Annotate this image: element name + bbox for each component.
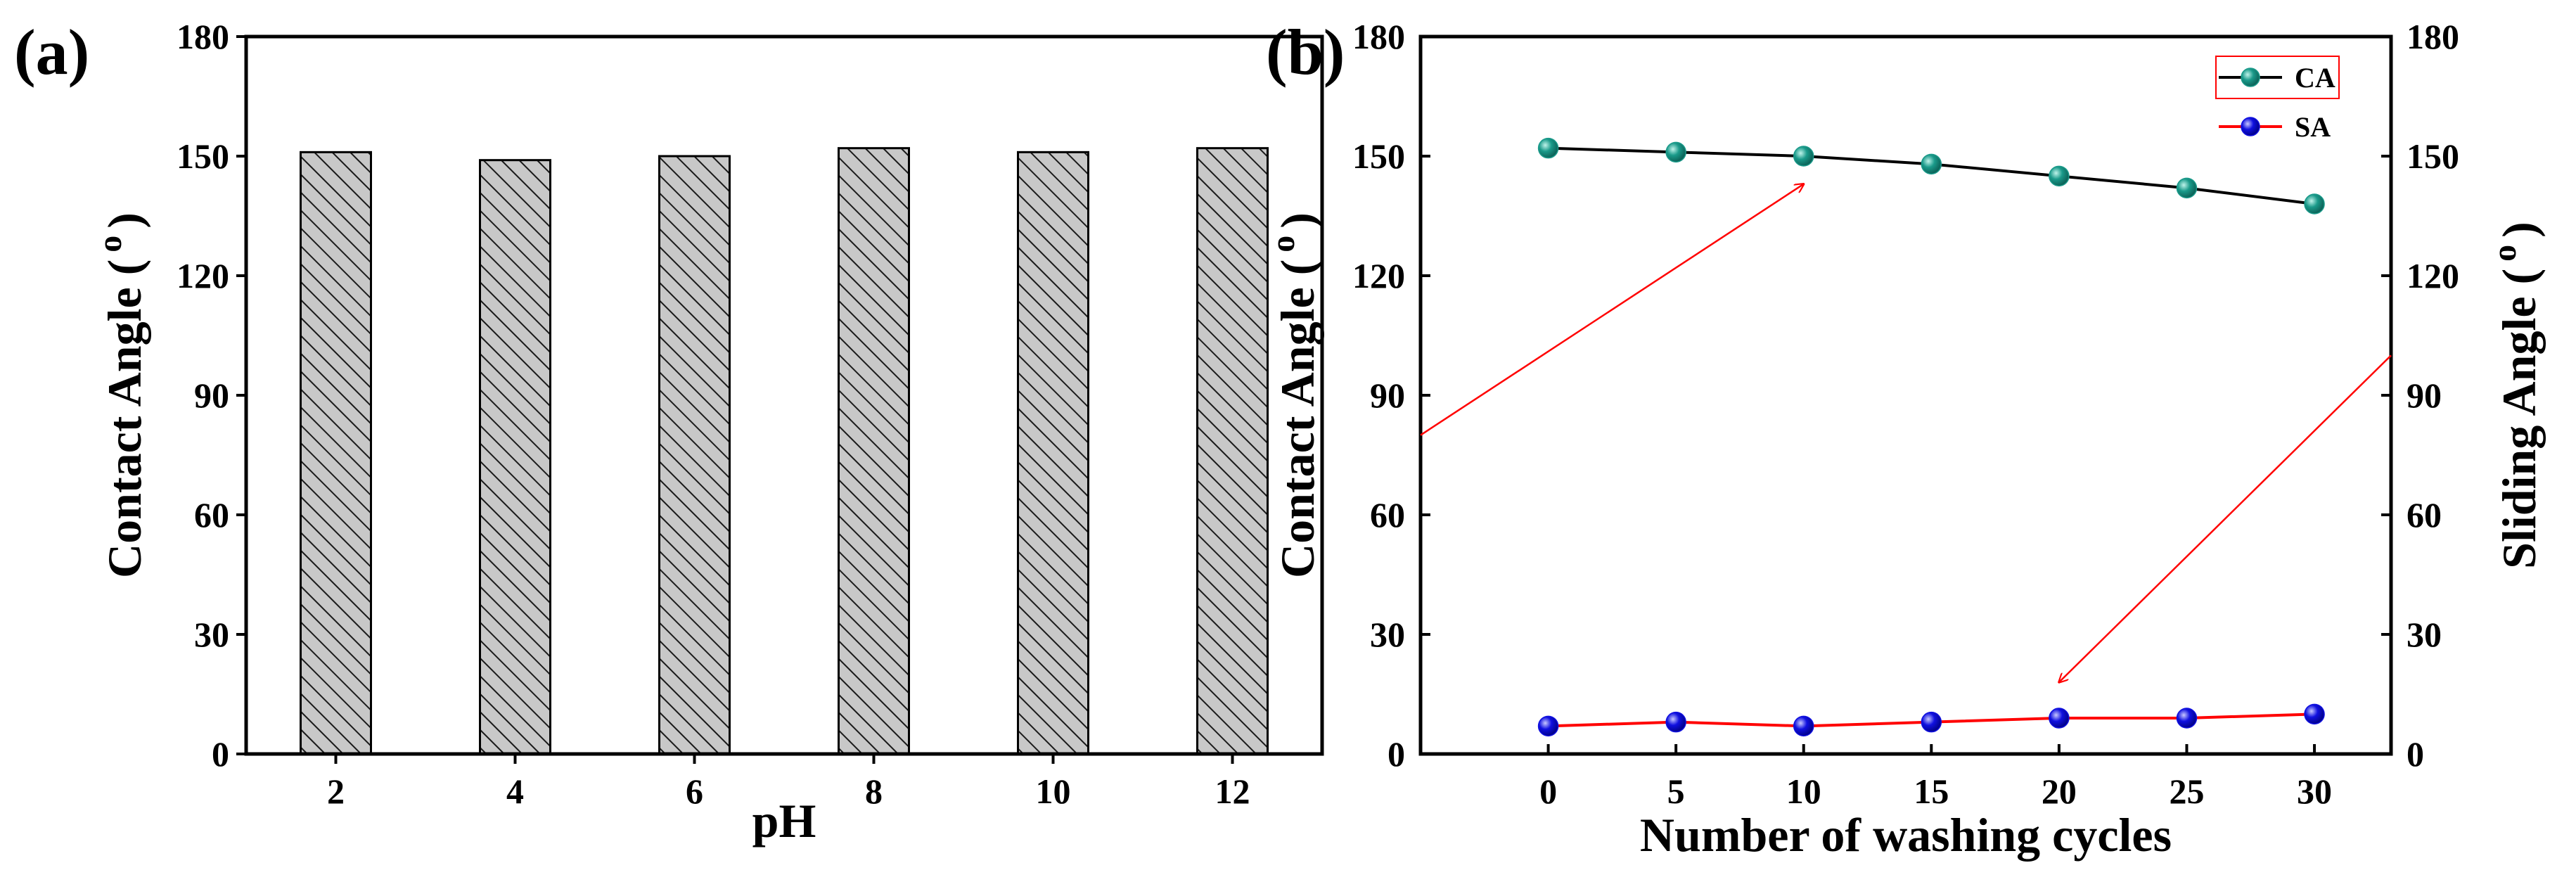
panel-b-x-axis: 0 5 10 15 20 25 30 xyxy=(1539,744,2332,811)
annotation-arrow-1 xyxy=(1420,184,1804,436)
panel-a-y-axis: 0 30 60 90 120 150 180 xyxy=(177,17,246,774)
panel-b-right-y-axis: 0 30 60 90 120 150 180 xyxy=(2381,17,2459,774)
point-ca-cycle-0 xyxy=(1537,137,1559,159)
panel-b-left-y-axis-title: Contact Angle (o) xyxy=(1264,212,1324,578)
y-tick-label: 0 xyxy=(212,734,229,774)
x-tick-label: 5 xyxy=(1667,772,1685,811)
panel-b-annotations xyxy=(1420,184,2392,682)
left-y-tick-label: 120 xyxy=(1352,256,1405,295)
bar-ph-2 xyxy=(300,151,372,755)
point-ca-cycle-10 xyxy=(1793,146,1814,167)
panel-a-bars xyxy=(300,147,1269,755)
legend-marker-sa xyxy=(2241,117,2260,136)
point-ca-cycle-30 xyxy=(2304,193,2325,215)
x-tick-label: 12 xyxy=(1215,772,1250,811)
bar-ph-4 xyxy=(479,159,551,755)
bar-ph-10 xyxy=(1017,151,1089,755)
point-sa-cycle-25 xyxy=(2176,708,2198,729)
bar-ph-6 xyxy=(658,155,731,755)
x-tick-label: 10 xyxy=(1036,772,1071,811)
panel-b-legend: CA SA xyxy=(2215,56,2340,143)
panel-a-x-axis: 2 4 6 8 10 12 xyxy=(327,754,1250,811)
x-tick-label: 20 xyxy=(2042,772,2077,811)
point-sa-cycle-20 xyxy=(2049,708,2070,729)
point-sa-cycle-0 xyxy=(1537,715,1559,737)
point-ca-cycle-20 xyxy=(2049,165,2070,187)
panel-a-bar-chart: (a) 0 30 60 90 120 150 180 2 4 6 8 10 12 pH Contact… xyxy=(14,16,1324,848)
left-y-tick-label: 150 xyxy=(1352,136,1405,176)
x-tick-label: 10 xyxy=(1786,772,1821,811)
panel-b-plot-frame xyxy=(1418,34,2393,756)
x-tick-label: 4 xyxy=(506,772,524,811)
y-tick-label: 120 xyxy=(177,256,229,295)
panel-a-plot-frame xyxy=(244,34,1324,756)
y-tick-label: 150 xyxy=(177,136,229,176)
left-y-tick-label: 0 xyxy=(1388,734,1405,774)
left-y-tick-label: 180 xyxy=(1352,17,1405,56)
y-tick-label: 30 xyxy=(194,615,229,654)
x-tick-label: 8 xyxy=(865,772,883,811)
legend-highlight-box xyxy=(2215,56,2340,99)
right-y-tick-label: 90 xyxy=(2407,376,2442,415)
x-tick-label: 30 xyxy=(2297,772,2332,811)
x-tick-label: 0 xyxy=(1539,772,1557,811)
point-sa-cycle-30 xyxy=(2304,703,2325,725)
panel-a-y-axis-title: Contact Angle (o) xyxy=(91,212,151,578)
point-sa-cycle-5 xyxy=(1665,711,1686,733)
point-sa-cycle-15 xyxy=(1921,711,1942,733)
right-y-tick-label: 180 xyxy=(2407,17,2459,56)
point-ca-cycle-5 xyxy=(1665,141,1686,163)
point-ca-cycle-25 xyxy=(2176,177,2198,199)
legend-label-ca: CA xyxy=(2295,62,2335,94)
right-y-tick-label: 150 xyxy=(2407,136,2459,176)
left-y-tick-label: 60 xyxy=(1370,495,1405,535)
right-y-tick-label: 30 xyxy=(2407,615,2442,654)
left-y-tick-label: 90 xyxy=(1370,376,1405,415)
annotation-arrow-2 xyxy=(2059,354,2392,682)
y-tick-label: 90 xyxy=(194,376,229,415)
right-y-tick-label: 120 xyxy=(2407,256,2459,295)
panel-b-x-axis-title: Number of washing cycles xyxy=(1640,808,2172,862)
bar-ph-8 xyxy=(838,147,910,755)
right-y-tick-label: 60 xyxy=(2407,495,2442,535)
legend-marker-ca xyxy=(2241,68,2260,87)
y-tick-label: 180 xyxy=(177,17,229,56)
x-tick-label: 6 xyxy=(686,772,703,811)
panel-a-label: (a) xyxy=(14,16,89,88)
panel-b-series xyxy=(1537,137,2325,737)
panel-b-right-y-axis-title: Sliding Angle (o) xyxy=(2486,222,2546,569)
legend-label-sa: SA xyxy=(2295,111,2331,143)
panel-b-line-chart: (b) 0 30 60 90 120 150 180 0 30 60 90 120 150 180 0 5… xyxy=(1264,16,2546,862)
point-ca-cycle-15 xyxy=(1921,153,1942,175)
x-tick-label: 2 xyxy=(327,772,345,811)
bar-ph-12 xyxy=(1196,147,1269,755)
x-tick-label: 15 xyxy=(1914,772,1949,811)
panel-a-x-axis-title: pH xyxy=(752,794,816,848)
x-tick-label: 25 xyxy=(2169,772,2204,811)
y-tick-label: 60 xyxy=(194,495,229,535)
point-sa-cycle-10 xyxy=(1793,715,1814,737)
panel-b-label: (b) xyxy=(1266,16,1345,88)
left-y-tick-label: 30 xyxy=(1370,615,1405,654)
panel-b-left-y-axis: 0 30 60 90 120 150 180 xyxy=(1352,17,1430,774)
right-y-tick-label: 0 xyxy=(2407,734,2424,774)
